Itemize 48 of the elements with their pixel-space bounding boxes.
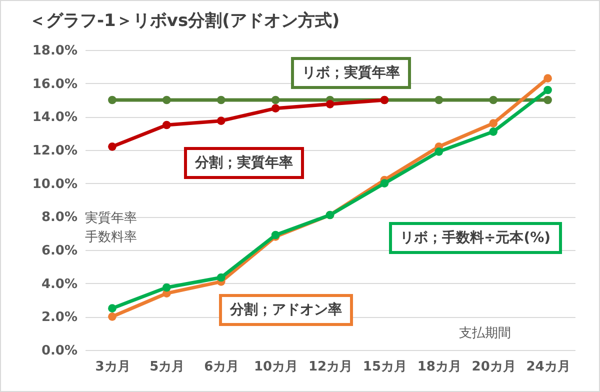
point — [108, 304, 116, 313]
point — [326, 100, 334, 108]
point — [162, 283, 171, 292]
point — [489, 119, 498, 128]
point — [544, 96, 552, 104]
y-tick-label: 8.0% — [41, 210, 78, 226]
y-tick-label: 18.0% — [32, 44, 78, 58]
point — [544, 86, 552, 94]
point — [216, 116, 226, 126]
point — [380, 179, 389, 188]
point — [162, 120, 171, 130]
point — [216, 96, 226, 104]
text: リボ；手数料÷元本(%) — [389, 222, 562, 254]
point — [434, 96, 444, 104]
y-tick-label: 0.0% — [41, 344, 78, 358]
x-tick-label: 24カ月 — [526, 360, 570, 374]
y-tick-label: 12.0% — [32, 144, 78, 158]
point — [162, 96, 171, 104]
point — [271, 96, 280, 104]
point — [434, 147, 444, 156]
y-tick-label: 16.0% — [32, 76, 78, 92]
point — [108, 312, 116, 321]
point — [489, 96, 498, 104]
y-tick-label: 10.0% — [32, 176, 78, 192]
y-tick-label: 4.0% — [41, 276, 78, 292]
y-axis-title: 実質年率手数料率 — [85, 210, 138, 247]
series-label: 分割；アドオン率 — [219, 294, 353, 326]
x-tick-label: 20カ月 — [472, 360, 516, 374]
x-tick-label: 3カ月 — [95, 360, 130, 374]
y-tick-label: 14.0% — [32, 110, 78, 126]
point — [544, 74, 552, 83]
series-label: リボ；実質年率 — [291, 57, 411, 89]
x-tick-label: 18カ月 — [417, 360, 462, 374]
x-tick-label: 12カ月 — [308, 360, 353, 374]
point — [216, 273, 226, 282]
point — [108, 142, 116, 151]
point — [271, 104, 280, 113]
x-tick-label: 10カ月 — [254, 360, 298, 374]
y-tick-label: 2.0% — [41, 310, 78, 326]
x-tick-label: 5カ月 — [150, 360, 185, 374]
point — [489, 127, 498, 136]
text: 分割；実質年率 — [184, 147, 304, 179]
y-tick-label: 6.0% — [41, 244, 78, 258]
chart-title: ＜グラフ-1＞リボvs分割(アドオン方式) — [29, 11, 340, 31]
x-tick-label: 6カ月 — [204, 360, 240, 374]
x-axis-title: 支払期間 — [459, 325, 511, 343]
x-tick-label: 15カ月 — [362, 360, 407, 374]
point — [108, 96, 116, 104]
